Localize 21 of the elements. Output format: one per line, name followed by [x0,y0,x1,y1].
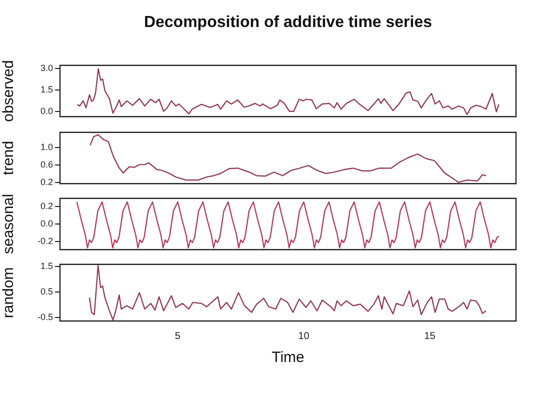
chart-title: Decomposition of additive time series [142,14,434,32]
y-tick-label: 3.0 [40,62,53,73]
y-tick-label: 1.0 [40,142,53,152]
y-axis-title: trend [0,140,18,176]
y-tick-label: 1.5 [40,260,53,271]
y-tick-label: 0.6 [40,160,53,170]
y-tick-label: 0.0 [40,106,53,116]
y-tick-label: -0.2 [37,236,53,246]
x-tick-label: 15 [424,330,436,342]
y-tick-label: 0.0 [40,218,53,228]
x-tick-label: 10 [298,330,310,342]
y-tick-label: 0.2 [40,177,53,188]
y-axis-title: random [0,267,18,318]
y-tick-label: 0.5 [40,286,53,296]
x-tick-label: 5 [174,330,181,342]
y-axis-title: seasonal [0,194,18,254]
y-tick-label: 0.2 [40,200,53,211]
y-axis-title: observed [0,60,18,122]
y-tick-label: -0.5 [37,312,53,322]
x-axis-title: Time [272,349,304,366]
y-tick-label: 1.5 [40,84,53,94]
